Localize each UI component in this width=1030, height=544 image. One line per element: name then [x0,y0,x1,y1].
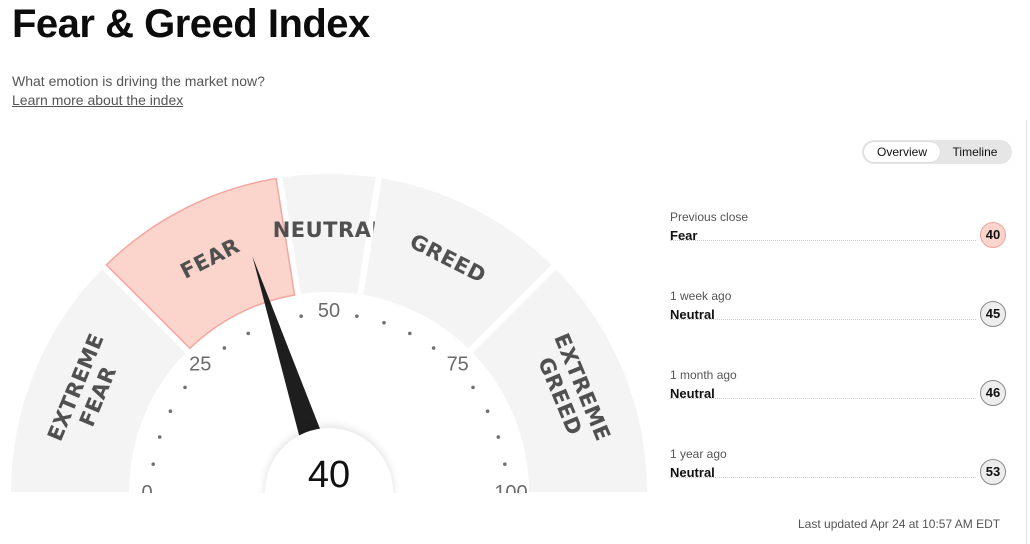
gauge-scale-dot [485,409,490,413]
stat-1-week-ago: 1 week ago Neutral 45 [670,289,1010,349]
last-updated: Last updated Apr 24 at 10:57 AM EDT [798,517,1001,531]
gauge-scale-dot [222,346,227,350]
stat-value: Fear [670,228,698,243]
gauge-tick-label: 75 [447,353,469,375]
learn-more-link[interactable]: Learn more about the index [12,92,184,108]
score-badge: 53 [980,459,1006,485]
stat-1-year-ago: 1 year ago Neutral 53 [670,447,1010,507]
score-badge: 40 [980,222,1006,248]
gauge-scale-dot [168,409,173,413]
view-toggle: Overview Timeline [862,140,1012,164]
gauge-scale-dot [471,385,475,390]
gauge-segment-extreme-greed [472,269,647,492]
gauge-scale-dot [503,462,507,466]
page-title: Fear & Greed Index [12,2,370,46]
gauge-value: 40 [308,454,350,496]
gauge-scale-dot [431,346,436,350]
gauge-segment-label-neutral: NEUTRAL [273,218,386,242]
stat-1-month-ago: 1 month ago Neutral 46 [670,368,1010,428]
stat-label: 1 month ago [670,368,737,382]
gauge-scale-dot [157,435,162,439]
stat-label: 1 week ago [670,289,732,303]
gauge-scale-dot [382,320,386,325]
dotted-leader [670,477,976,478]
stat-label: Previous close [670,210,749,224]
timeline-tab[interactable]: Timeline [952,145,998,159]
gauge-segment-fear [105,177,296,350]
score-badge: 45 [980,301,1006,327]
gauge-scale-dot [408,331,412,336]
stat-value: Neutral [670,307,715,322]
dotted-leader [670,398,976,399]
gauge-scale-dot [246,331,250,336]
panel-divider [1026,120,1027,544]
dotted-leader [670,319,976,320]
gauge-scale-dot [355,314,359,318]
dotted-leader [670,240,976,241]
gauge-segment-extreme-fear [11,269,186,492]
stat-value: Neutral [670,465,715,480]
page-subtitle: What emotion is driving the market now? [12,73,265,89]
gauge-segment-neutral [282,174,376,294]
overview-tab[interactable]: Overview [864,142,940,162]
stat-label: 1 year ago [670,447,727,461]
gauge-scale-dot [151,462,155,466]
gauge-scale-dot [299,314,303,318]
stat-previous-close: Previous close Fear 40 [670,210,1010,270]
gauge-tick-label: 50 [318,300,340,322]
gauge-scale-dot [183,385,187,390]
gauge-tick-label: 25 [189,353,211,375]
gauge-needle [252,256,327,453]
stat-value: Neutral [670,386,715,401]
gauge-segment-greed [363,178,552,349]
score-badge: 46 [980,380,1006,406]
gauge-scale-dot [496,435,501,439]
